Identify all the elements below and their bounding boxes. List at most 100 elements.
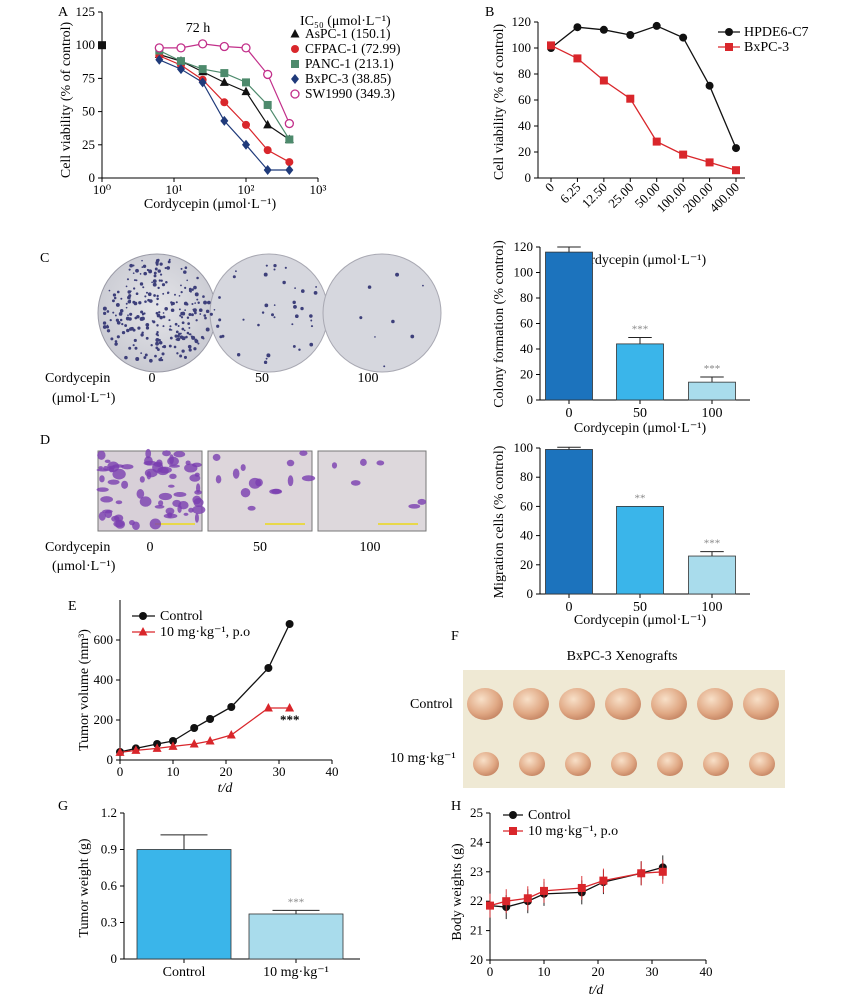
colony-dot bbox=[191, 303, 194, 306]
panel-g-bars: *** bbox=[136, 834, 344, 960]
colony-dot bbox=[179, 335, 184, 339]
panel-d-row-label: Cordycepin bbox=[45, 540, 110, 555]
panel-b-point bbox=[679, 150, 688, 159]
panel-d-bar bbox=[616, 505, 664, 595]
colony-dot bbox=[106, 329, 111, 333]
colony-dot bbox=[273, 263, 277, 268]
panel-a-y-tick-label: 0 bbox=[89, 170, 96, 185]
panel-c-x-tick-label: 0 bbox=[566, 406, 573, 421]
colony-dot bbox=[186, 316, 190, 319]
migration-cell bbox=[299, 450, 308, 456]
panel-h-axes: 20 21 22 23 24 25 0 10 20 30 40 bbox=[470, 805, 713, 979]
panel-b-cell-viability-chart: B Cordycepin (μmol·L⁻¹) Cell viability (… bbox=[485, 5, 809, 268]
panel-a-point bbox=[263, 100, 272, 109]
panel-c-x-axis-label: Cordycepin (μmol·L⁻¹) bbox=[574, 421, 707, 436]
panel-h-y-tick-label: 23 bbox=[470, 864, 483, 879]
colony-dot bbox=[166, 266, 171, 270]
panel-b-point bbox=[626, 31, 635, 39]
colony-dot bbox=[110, 337, 114, 341]
colony-dot bbox=[165, 280, 168, 284]
colony-dot bbox=[162, 312, 165, 314]
colony-dot bbox=[264, 303, 269, 308]
panel-a-axes: 0 25 50 75 100 125 10⁰ 10¹ 10² 10³ bbox=[76, 4, 327, 197]
migration-cell bbox=[158, 492, 173, 501]
colony-dot bbox=[125, 302, 128, 305]
colony-dot bbox=[359, 316, 363, 320]
panel-e-legend-marker bbox=[139, 612, 147, 620]
colony-dot bbox=[309, 314, 313, 318]
panel-a-legend-marker bbox=[290, 89, 300, 99]
colony-dot bbox=[152, 282, 157, 287]
colony-dot bbox=[132, 344, 135, 347]
panel-c-y-axis-label: Colony formation (% control) bbox=[492, 240, 507, 408]
colony-dot bbox=[164, 266, 167, 270]
panel-h-y-tick-label: 21 bbox=[470, 923, 483, 938]
panel-h-y-tick-label: 20 bbox=[470, 952, 483, 967]
tumor-control bbox=[697, 688, 733, 720]
colony-dot bbox=[178, 308, 181, 311]
colony-dot bbox=[141, 259, 143, 262]
colony-dot bbox=[161, 352, 165, 356]
panel-a-point bbox=[219, 77, 229, 86]
panel-h-point bbox=[637, 869, 646, 878]
panel-a-point bbox=[176, 43, 186, 53]
panel-h-x-tick-label: 10 bbox=[538, 964, 551, 979]
panel-b-point bbox=[573, 54, 582, 63]
panel-c-dose-0: 0 bbox=[149, 371, 156, 386]
migration-cell bbox=[169, 454, 174, 465]
panel-a-point bbox=[285, 135, 294, 144]
panel-a-point bbox=[176, 64, 185, 75]
panel-label-c: C bbox=[40, 251, 49, 266]
colony-dot bbox=[181, 327, 185, 331]
migration-cell bbox=[99, 475, 105, 483]
colony-dot bbox=[112, 293, 117, 297]
panel-label-b: B bbox=[485, 5, 494, 20]
panel-e-point bbox=[285, 703, 295, 712]
panel-a-point bbox=[219, 41, 229, 52]
panel-a-y-axis-label: Cell viability (% of control) bbox=[59, 22, 74, 179]
colony-dot bbox=[159, 341, 163, 345]
migration-cell bbox=[169, 473, 177, 480]
colony-dot bbox=[265, 264, 268, 267]
colony-dot bbox=[310, 319, 313, 322]
colony-dot bbox=[121, 322, 124, 326]
panel-h-legend-label: 10 mg·kg⁻¹, p.o bbox=[528, 824, 618, 839]
panel-b-point bbox=[732, 166, 740, 175]
panel-b-point bbox=[652, 137, 661, 146]
colony-dot bbox=[108, 289, 111, 292]
colony-dot bbox=[195, 319, 198, 322]
panel-label-h: H bbox=[451, 799, 461, 814]
migration-cell bbox=[112, 468, 126, 480]
panel-h-x-tick-label: 40 bbox=[700, 964, 713, 979]
migration-cell bbox=[144, 456, 153, 466]
panel-e-x-axis-label: t/d bbox=[218, 781, 234, 796]
colony-dot bbox=[156, 331, 159, 334]
colony-dot bbox=[194, 311, 197, 315]
colony-dot bbox=[141, 313, 144, 316]
panel-a-legend-marker bbox=[290, 29, 300, 38]
panel-h-legend-marker bbox=[509, 811, 517, 819]
migration-cell bbox=[376, 460, 385, 466]
panel-e-y-tick-label: 200 bbox=[94, 712, 114, 727]
panel-a-y-tick-label: 25 bbox=[82, 137, 95, 152]
colony-dot bbox=[127, 314, 129, 317]
panel-e-x-tick-label: 10 bbox=[167, 764, 180, 779]
panel-b-y-tick-label: 40 bbox=[518, 118, 531, 133]
colony-dot bbox=[191, 335, 196, 340]
colony-dot bbox=[153, 271, 157, 275]
panel-c-dose-100: 100 bbox=[358, 371, 379, 386]
panel-c-y-tick-label: 0 bbox=[527, 392, 534, 407]
colony-dot bbox=[174, 334, 178, 338]
panel-g-y-tick-label: 0.9 bbox=[101, 842, 117, 857]
migration-cell bbox=[121, 464, 134, 470]
panel-e-x-tick-label: 20 bbox=[220, 764, 233, 779]
migration-cell bbox=[104, 459, 111, 464]
panel-e-point bbox=[168, 741, 178, 750]
colony-dot bbox=[129, 290, 132, 293]
migration-cell bbox=[173, 491, 187, 497]
panel-a-point bbox=[198, 65, 207, 74]
migration-cell bbox=[194, 513, 199, 523]
panel-b-x-tick-label: 0 bbox=[542, 180, 557, 195]
